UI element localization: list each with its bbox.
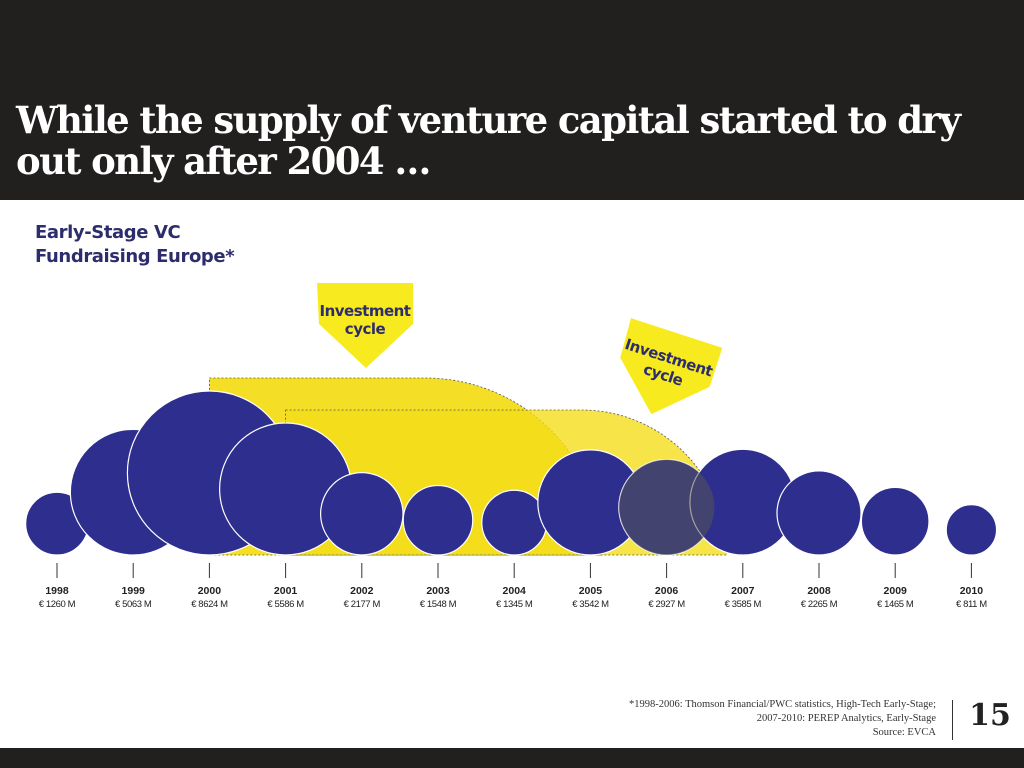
page-number: 15 <box>969 698 1011 733</box>
footnote: *1998-2006: Thomson Financial/PWC statis… <box>516 698 936 740</box>
labels-layer: 1998 € 1260 M 1999 € 5063 M 2000 € 8624 M 2001… <box>39 585 988 610</box>
tick-label-2010: 2010 <box>960 585 984 597</box>
chart-subtitle-line-2: Fundraising Europe* <box>35 246 235 267</box>
tick-label-2003: 2003 <box>426 585 450 597</box>
chart-subtitle: Early-Stage VC Fundraising Europe* <box>35 221 295 269</box>
tick-label-2000: 2000 <box>198 585 222 597</box>
tick-label-1999: 1999 <box>122 585 146 597</box>
data-label-1999: € 5063 M <box>115 599 152 610</box>
data-label-2010: € 811 M <box>956 599 987 610</box>
investment-cycle-label-1-line-1: Investment <box>320 302 411 320</box>
data-label-2000: € 8624 M <box>191 599 228 610</box>
data-label-2006: € 2927 M <box>648 599 685 610</box>
tick-label-2008: 2008 <box>807 585 831 597</box>
data-label-2003: € 1548 M <box>420 599 457 610</box>
bubble-2008 <box>776 470 862 556</box>
data-label-2007: € 3585 M <box>725 599 762 610</box>
ticks-layer <box>56 563 972 578</box>
bubble-2010 <box>945 504 998 556</box>
tick-label-2002: 2002 <box>350 585 374 597</box>
bubble-2004 <box>481 489 548 556</box>
investment-cycle-arrow-1-shape <box>317 283 413 368</box>
header-bar <box>0 0 1024 200</box>
bubbles-layer <box>25 390 998 556</box>
tick-label-2006: 2006 <box>655 585 679 597</box>
tick-label-2004: 2004 <box>503 585 527 597</box>
investment-cycle-label-1-line-2: cycle <box>345 320 386 338</box>
tick-label-2005: 2005 <box>579 585 603 597</box>
tick-label-2007: 2007 <box>731 585 755 597</box>
page-number-divider <box>952 700 953 740</box>
tick-label-2001: 2001 <box>274 585 298 597</box>
data-label-2002: € 2177 M <box>344 599 381 610</box>
data-label-2008: € 2265 M <box>801 599 838 610</box>
footer-bar <box>0 748 1024 768</box>
slide-title: While the supply of venture capital star… <box>16 98 961 183</box>
tick-label-1998: 1998 <box>45 585 69 597</box>
footnote-line-2: 2007-2010: PEREP Analytics, Early-Stage <box>756 713 936 724</box>
tick-label-2009: 2009 <box>884 585 908 597</box>
bubble-chart: 1998 € 1260 M 1999 € 5063 M 2000 € 8624 M 2001… <box>25 283 998 610</box>
investment-cycle-arrow-2-shape <box>620 318 723 415</box>
footnote-source: Source: EVCA <box>872 727 936 738</box>
bubble-2009 <box>860 486 930 556</box>
footnote-line-1: *1998-2006: Thomson Financial/PWC statis… <box>628 699 936 710</box>
bubble-overlap-shade <box>618 459 715 555</box>
data-label-2005: € 3542 M <box>572 599 609 610</box>
data-label-2009: € 1465 M <box>877 599 914 610</box>
data-label-2004: € 1345 M <box>496 599 533 610</box>
data-label-2001: € 5586 M <box>267 599 304 610</box>
bubble-2002 <box>320 472 404 556</box>
bubble-2003 <box>402 484 474 556</box>
chart-subtitle-line-1: Early-Stage VC <box>35 222 181 243</box>
data-label-1998: € 1260 M <box>39 599 76 610</box>
